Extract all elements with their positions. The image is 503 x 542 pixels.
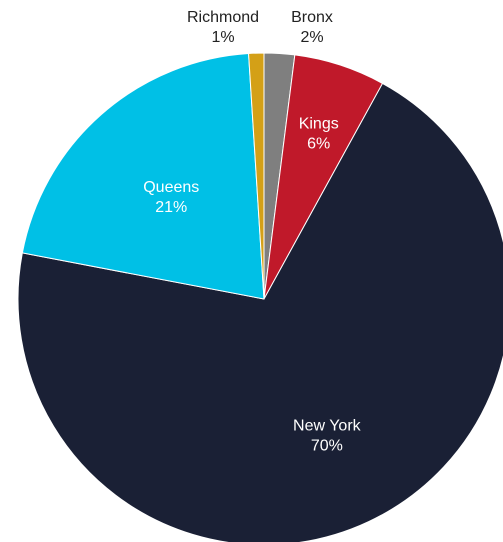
label-value-new-york: 70% [311, 438, 343, 455]
label-name-queens: Queens [143, 179, 199, 196]
pie-labels: Bronx 2% Kings 6% New York 70% Queens 21% Richmo… [143, 9, 361, 455]
slice-richmond [248, 52, 265, 300]
label-name-new-york: New York [293, 418, 362, 435]
label-value-bronx: 2% [300, 29, 323, 46]
label-value-richmond: 1% [211, 29, 234, 46]
slice-new-york [17, 82, 503, 542]
label-name-bronx: Bronx [291, 9, 333, 26]
label-value-kings: 6% [307, 136, 330, 153]
pie-slices [17, 52, 503, 542]
slice-queens [21, 52, 265, 300]
label-name-richmond: Richmond [187, 9, 259, 26]
label-name-kings: Kings [299, 116, 339, 133]
label-value-queens: 21% [155, 199, 187, 216]
